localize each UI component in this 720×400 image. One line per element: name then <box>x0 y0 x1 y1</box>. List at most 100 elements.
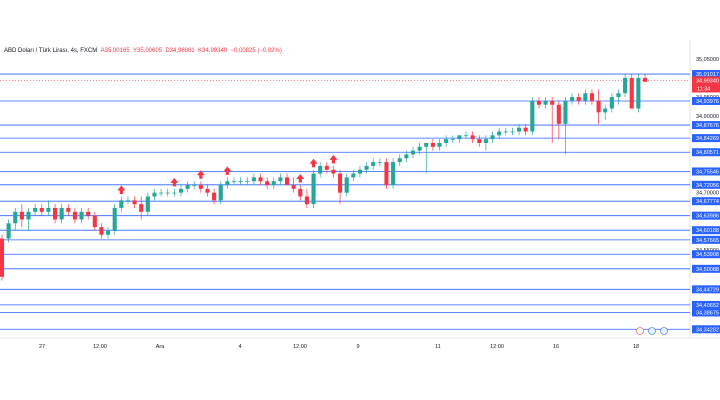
level-label: 34,53908 <box>696 252 719 258</box>
candle-body <box>72 211 77 220</box>
candle-body <box>0 238 5 277</box>
level-label: 34,84269 <box>696 136 719 142</box>
candle-body <box>410 150 416 155</box>
open-value: 35,00165 <box>104 48 130 54</box>
level-label-bg <box>692 235 720 244</box>
level-label: 34,75546 <box>696 169 719 175</box>
candle-body <box>536 100 541 105</box>
candle-body <box>543 100 548 105</box>
candle-body <box>238 181 243 183</box>
lightning-event-icon <box>636 327 644 335</box>
level-label-bg <box>692 250 720 259</box>
candle-body <box>66 207 71 212</box>
candle-body <box>430 142 435 147</box>
candle-body <box>497 131 502 136</box>
level-label-bg <box>692 180 720 189</box>
candle-body <box>510 131 515 133</box>
candle-body <box>245 181 250 183</box>
flag-event-icon <box>648 327 656 335</box>
candle-body <box>152 192 157 197</box>
high-value: 35,00605 <box>137 48 163 54</box>
candle-body <box>397 158 402 163</box>
candle-body <box>13 211 18 224</box>
candle-body <box>523 127 528 132</box>
candle-body <box>516 127 522 132</box>
candle-body <box>424 142 429 147</box>
candle-body <box>556 104 561 124</box>
candle-body <box>311 173 316 205</box>
candle-body <box>19 211 24 220</box>
candle-body <box>86 211 91 216</box>
x-tick-label: 16 <box>553 344 559 350</box>
level-label-bg <box>692 211 720 220</box>
candle-body <box>404 154 409 159</box>
candle-body <box>198 185 203 189</box>
candle-body <box>278 177 283 182</box>
low-label: D <box>165 48 170 54</box>
candle-body <box>284 177 290 186</box>
symbol-title: ABD Doları / Türk Lirası, 4s, FXCM <box>4 48 98 54</box>
level-label-bg <box>692 121 720 130</box>
candle-body <box>225 181 230 186</box>
x-tick-label: 18 <box>633 344 639 350</box>
candle-body <box>145 196 150 212</box>
x-tick-label: 12:00 <box>293 344 307 350</box>
level-label-bg <box>692 308 720 317</box>
candle-body <box>344 177 349 193</box>
candle-body <box>589 93 595 101</box>
candle-body <box>636 77 641 109</box>
candle-body <box>26 211 31 220</box>
level-label-bg <box>692 325 720 334</box>
level-label-bg <box>692 148 720 157</box>
candle-body <box>112 207 117 231</box>
candle-body <box>271 181 276 186</box>
candle-body <box>603 108 608 113</box>
candle-body <box>437 142 442 147</box>
candle-body <box>457 135 462 140</box>
candle-body <box>258 177 263 182</box>
candle-body <box>609 97 614 109</box>
candle-body <box>92 215 97 228</box>
candle-body <box>629 77 634 109</box>
candle-body <box>377 162 382 163</box>
level-label: 35,01017 <box>696 72 719 78</box>
change-value: −0,00825 (−0,02%) <box>230 48 282 54</box>
candle-body <box>357 169 363 174</box>
level-label: 34,67774 <box>696 199 719 205</box>
candle-body <box>371 162 376 166</box>
signal-arrow-icon <box>223 166 232 175</box>
candle-body <box>165 192 170 194</box>
candle-body <box>563 100 568 124</box>
candle-body <box>324 165 329 170</box>
candle-body <box>470 135 475 140</box>
candle-body <box>623 77 628 94</box>
level-label: 34,34282 <box>696 327 719 333</box>
candle-body <box>616 93 621 98</box>
candle-body <box>550 100 555 105</box>
flag-event-icon <box>660 327 668 335</box>
candle-body <box>570 97 575 101</box>
level-label: 34,60188 <box>696 228 719 234</box>
candle-body <box>218 185 223 201</box>
level-label: 34,50088 <box>696 267 719 273</box>
last-price-tag <box>692 76 720 93</box>
candle-body <box>192 185 197 186</box>
candle-body <box>318 165 323 174</box>
high-label: Y <box>132 48 137 54</box>
candle-body <box>251 177 256 182</box>
x-tick-label: 12:00 <box>490 344 504 350</box>
candle-body <box>106 230 111 235</box>
candle-body <box>79 211 84 220</box>
candle-body <box>46 207 51 212</box>
signal-arrow-icon <box>329 154 338 164</box>
x-tick-label: 11 <box>435 344 441 350</box>
candle-body <box>530 100 535 132</box>
candle-body <box>205 188 210 193</box>
level-label: 34,63986 <box>696 214 719 220</box>
level-label-bg <box>692 300 720 309</box>
y-tick-label: 35,05000 <box>696 57 719 63</box>
open-label: A <box>100 48 105 54</box>
signal-arrow-icon <box>296 174 305 183</box>
